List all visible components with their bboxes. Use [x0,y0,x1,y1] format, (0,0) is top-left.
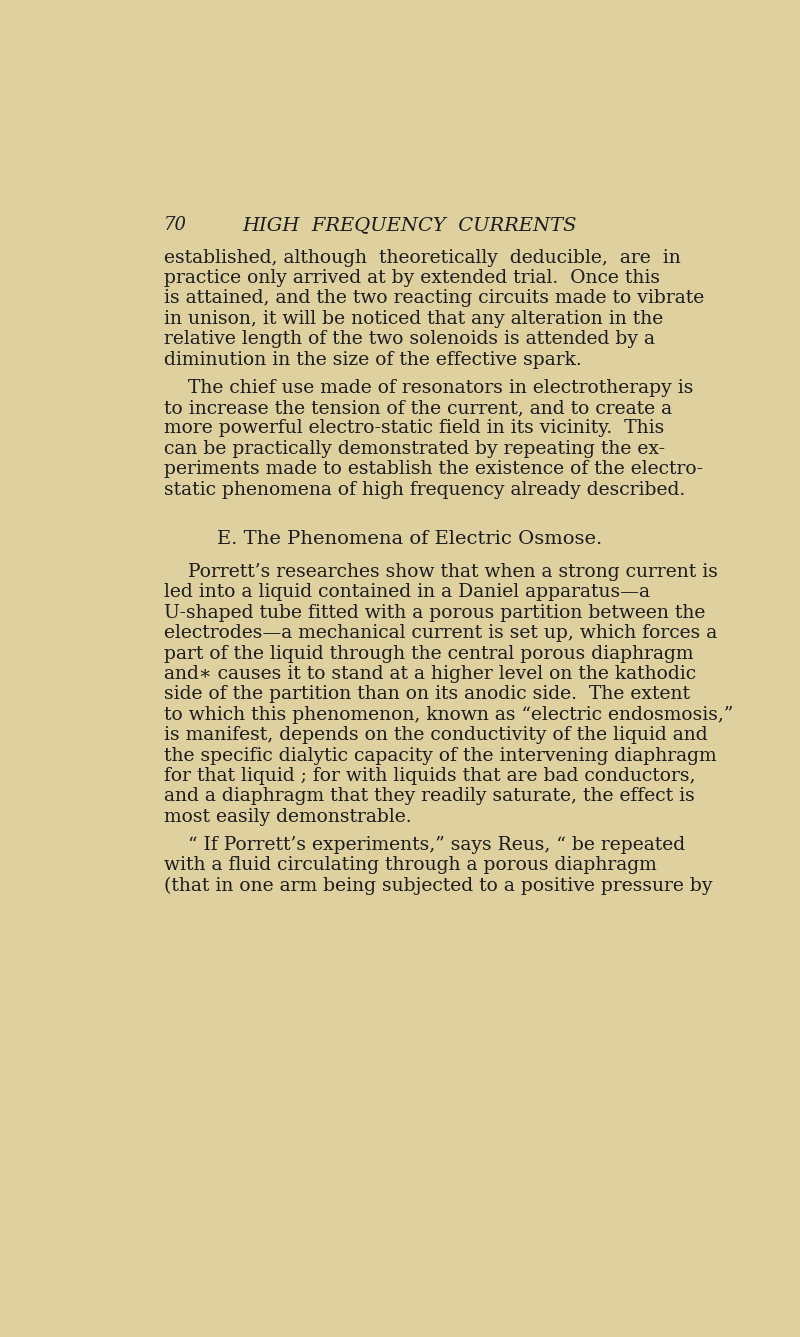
Text: diminution in the size of the effective spark.: diminution in the size of the effective … [163,350,582,369]
Text: relative length of the two solenoids is attended by a: relative length of the two solenoids is … [163,330,654,348]
Text: more powerful electro-static field in its vicinity.  This: more powerful electro-static field in it… [163,420,664,437]
Text: and a diaphragm that they readily saturate, the effect is: and a diaphragm that they readily satura… [163,787,694,805]
Text: Porrett’s researches show that when a strong current is: Porrett’s researches show that when a st… [163,563,718,582]
Text: led into a liquid contained in a Daniel apparatus—a: led into a liquid contained in a Daniel … [163,583,650,602]
Text: the specific dialytic capacity of the intervening diaphragm: the specific dialytic capacity of the in… [163,746,716,765]
Text: electrodes—a mechanical current is set up, which forces a: electrodes—a mechanical current is set u… [163,624,717,642]
Text: The chief use made of resonators in electrotherapy is: The chief use made of resonators in elec… [163,378,693,397]
Text: to increase the tension of the current, and to create a: to increase the tension of the current, … [163,398,672,417]
Text: to which this phenomenon, known as “electric endosmosis,”: to which this phenomenon, known as “elec… [163,706,733,723]
Text: “ If Porrett’s experiments,” says Reus, “ be repeated: “ If Porrett’s experiments,” says Reus, … [163,836,685,854]
Text: can be practically demonstrated by repeating the ex-: can be practically demonstrated by repea… [163,440,665,457]
Text: practice only arrived at by extended trial.  Once this: practice only arrived at by extended tri… [163,269,659,287]
Text: (that in one arm being subjected to a positive pressure by: (that in one arm being subjected to a po… [163,877,712,894]
Text: with a fluid circulating through a porous diaphragm: with a fluid circulating through a porou… [163,857,656,874]
Text: and∗ causes it to stand at a higher level on the kathodic: and∗ causes it to stand at a higher leve… [163,664,696,683]
Text: established, although  theoretically  deducible,  are  in: established, although theoretically dedu… [163,249,680,266]
Text: HIGH  FREQUENCY  CURRENTS: HIGH FREQUENCY CURRENTS [242,215,578,234]
Text: for that liquid ; for with liquids that are bad conductors,: for that liquid ; for with liquids that … [163,767,695,785]
Text: most easily demonstrable.: most easily demonstrable. [163,808,411,826]
Text: static phenomena of high frequency already described.: static phenomena of high frequency alrea… [163,481,685,499]
Text: is manifest, depends on the conductivity of the liquid and: is manifest, depends on the conductivity… [163,726,707,745]
Text: in unison, it will be noticed that any alteration in the: in unison, it will be noticed that any a… [163,310,662,328]
Text: periments made to establish the existence of the electro-: periments made to establish the existenc… [163,460,702,479]
Text: side of the partition than on its anodic side.  The extent: side of the partition than on its anodic… [163,686,690,703]
Text: is attained, and the two reacting circuits made to vibrate: is attained, and the two reacting circui… [163,289,704,308]
Text: part of the liquid through the central porous diaphragm: part of the liquid through the central p… [163,644,693,663]
Text: 70: 70 [163,215,186,234]
Text: U-shaped tube fitted with a porous partition between the: U-shaped tube fitted with a porous parti… [163,604,705,622]
Text: E. The Phenomena of Electric Osmose.: E. The Phenomena of Electric Osmose. [218,531,602,548]
